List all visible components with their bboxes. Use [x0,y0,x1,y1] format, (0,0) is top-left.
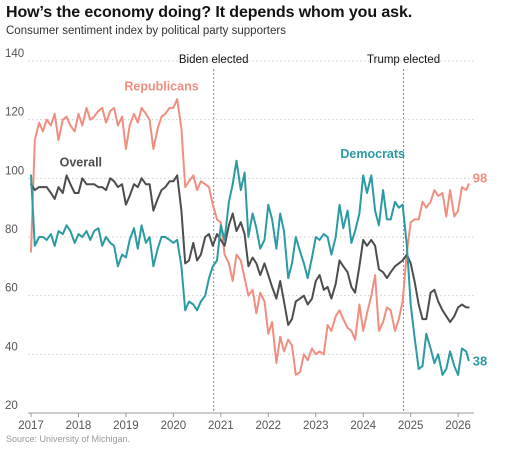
end-value-republicans: 98 [473,171,487,186]
series-layer [30,98,470,376]
y-tick-label: 120 [5,107,24,119]
series-label-republicans: Republicans [124,79,198,93]
axis-layer: 20 40 60 80 100 120 140 2017 2018 2019 2020 2021 202… [5,48,474,432]
chart-title: How’s the economy doing? It depends whom… [6,4,413,21]
x-tick-label: 2023 [303,420,329,432]
y-tick-label: 80 [5,224,18,236]
x-tick-label: 2017 [18,420,44,432]
end-value-democrats: 38 [473,354,487,369]
series-label-democrats: Democrats [340,147,405,161]
x-tick-label: 2026 [445,420,471,432]
y-tick-label: 40 [5,341,18,353]
x-tick-label: 2018 [66,420,92,432]
series-line-democrats [30,159,470,376]
event-label: Biden elected [179,54,249,66]
series-labels: Republicans Overall Democrats 98 38 [60,79,488,368]
x-tick-label: 2022 [256,420,282,432]
chart-subtitle: Consumer sentiment index by political pa… [6,25,286,37]
event-label: Trump elected [367,54,440,66]
y-tick-label: 20 [5,400,18,412]
x-tick-label: 2020 [161,420,187,432]
series-line-overall [30,174,470,326]
event-markers: Biden elected Trump elected [179,54,440,413]
source-note: Source: University of Michigan. [6,434,131,444]
y-tick-label: 140 [5,48,24,60]
y-tick-label: 100 [5,165,24,177]
x-tick-label: 2024 [350,420,376,432]
series-label-overall: Overall [60,156,102,170]
x-tick-label: 2021 [208,420,234,432]
grid-layer [28,60,474,414]
x-tick-label: 2025 [398,420,424,432]
series-line-republicans [30,98,470,376]
x-tick-label: 2019 [113,420,139,432]
y-tick-label: 60 [5,283,18,295]
